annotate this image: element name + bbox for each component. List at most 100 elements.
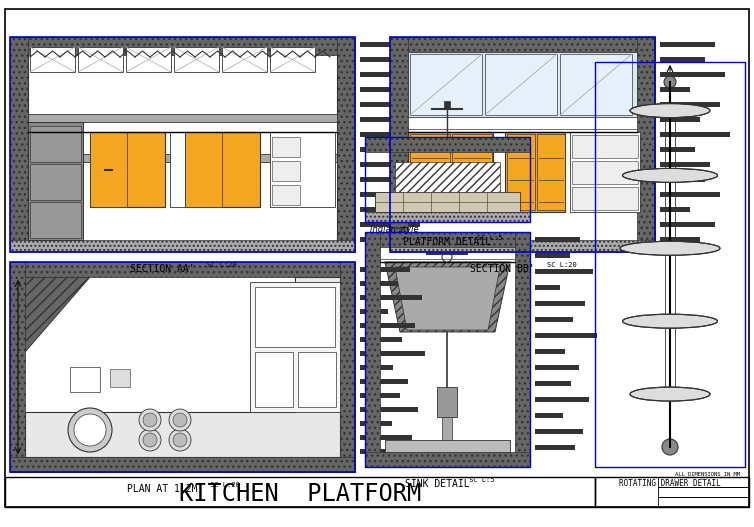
Bar: [360, 421, 392, 426]
Bar: [365, 232, 380, 467]
Text: SC L:20: SC L:20: [207, 262, 237, 268]
Circle shape: [173, 433, 187, 447]
Bar: [10, 457, 355, 472]
Bar: [10, 262, 25, 472]
Text: SC L:5: SC L:5: [469, 477, 495, 483]
Bar: [360, 295, 422, 300]
Bar: [385, 440, 510, 452]
Bar: [298, 352, 336, 407]
Ellipse shape: [620, 241, 720, 255]
Bar: [360, 147, 390, 152]
Bar: [360, 162, 410, 167]
Text: SC L:20: SC L:20: [547, 262, 577, 268]
Bar: [30, 126, 81, 162]
Text: SECTION AA': SECTION AA': [130, 264, 195, 274]
Text: SC L:20: SC L:20: [210, 482, 240, 488]
Bar: [535, 253, 570, 258]
Bar: [660, 117, 700, 122]
Bar: [30, 47, 75, 72]
Bar: [507, 134, 535, 210]
Bar: [660, 87, 690, 92]
Bar: [535, 269, 593, 274]
Text: PLATFORM DETAIL: PLATFORM DETAIL: [403, 237, 491, 247]
Bar: [660, 192, 720, 197]
Bar: [660, 42, 715, 47]
Ellipse shape: [630, 387, 710, 401]
Bar: [595, 62, 745, 467]
Bar: [444, 101, 450, 109]
Bar: [658, 477, 749, 487]
Bar: [28, 122, 83, 240]
Bar: [390, 37, 408, 252]
Bar: [535, 301, 585, 306]
Bar: [660, 237, 700, 242]
Bar: [390, 240, 655, 252]
Bar: [360, 407, 418, 412]
Circle shape: [173, 413, 187, 427]
Bar: [90, 132, 165, 207]
Circle shape: [143, 413, 157, 427]
Bar: [395, 162, 500, 192]
Bar: [660, 207, 690, 212]
Bar: [375, 192, 520, 212]
Bar: [410, 134, 450, 210]
Text: SINK DETAIL: SINK DETAIL: [405, 479, 469, 489]
Circle shape: [169, 409, 191, 431]
Bar: [660, 57, 705, 62]
Ellipse shape: [623, 314, 718, 328]
Bar: [360, 102, 415, 107]
Bar: [170, 132, 185, 207]
Bar: [360, 57, 400, 62]
Polygon shape: [25, 277, 90, 352]
Bar: [10, 240, 355, 252]
Bar: [535, 445, 575, 450]
Bar: [535, 365, 579, 370]
Bar: [365, 452, 530, 467]
Bar: [337, 37, 355, 252]
Bar: [572, 135, 638, 158]
Bar: [360, 267, 410, 272]
Bar: [250, 282, 340, 412]
Bar: [360, 237, 405, 242]
Bar: [90, 132, 127, 207]
Bar: [360, 72, 420, 77]
Text: PLAN AT 1.2M: PLAN AT 1.2M: [127, 484, 198, 494]
Ellipse shape: [623, 169, 718, 182]
Bar: [360, 117, 405, 122]
Bar: [535, 429, 583, 434]
Bar: [365, 137, 530, 152]
Bar: [560, 54, 632, 115]
Bar: [410, 54, 482, 115]
Bar: [637, 37, 655, 252]
Bar: [360, 435, 412, 440]
Ellipse shape: [630, 104, 710, 118]
Circle shape: [664, 76, 676, 88]
Bar: [535, 317, 573, 322]
Bar: [660, 162, 710, 167]
Bar: [10, 37, 355, 55]
Bar: [660, 132, 730, 137]
Bar: [110, 369, 130, 387]
Bar: [535, 285, 560, 290]
Bar: [10, 262, 355, 472]
Bar: [360, 192, 415, 197]
Bar: [390, 37, 655, 252]
Bar: [360, 132, 425, 137]
Bar: [452, 134, 492, 210]
Bar: [222, 47, 267, 72]
Polygon shape: [395, 267, 500, 330]
Bar: [660, 102, 720, 107]
Circle shape: [139, 429, 161, 451]
Bar: [126, 47, 171, 72]
Bar: [408, 132, 493, 212]
Text: SC L:5: SC L:5: [477, 235, 502, 241]
Bar: [365, 137, 530, 222]
Text: KITCHEN  PLATFORM: KITCHEN PLATFORM: [179, 482, 421, 506]
Circle shape: [169, 429, 191, 451]
Bar: [535, 237, 580, 242]
Circle shape: [662, 439, 678, 455]
Bar: [360, 449, 404, 454]
Bar: [660, 72, 725, 77]
Bar: [360, 281, 398, 286]
Bar: [28, 154, 337, 162]
